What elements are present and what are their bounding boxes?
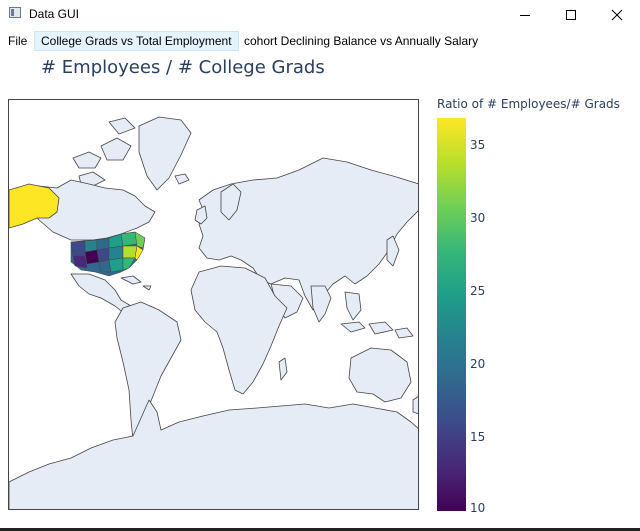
window-title: Data GUI [29,7,80,21]
title-bar: Data GUI [0,0,640,30]
maximize-button[interactable] [548,0,594,30]
tab-college-grads[interactable]: College Grads vs Total Employment [34,31,239,51]
close-button[interactable] [594,0,640,30]
maximize-icon [566,10,576,20]
colorbar [437,118,466,511]
new-zealand-shape [412,396,418,415]
iceland-shape [174,173,190,185]
india-shape [310,285,332,323]
scandinavia-shape [220,183,242,221]
close-icon [611,9,623,21]
minimize-icon [520,15,530,16]
usa-states [70,231,146,277]
world-map [9,116,418,509]
colorbar-tick: 20 [470,357,486,371]
indochina-shape [344,291,362,321]
tab-cohort-declining[interactable]: cohort Declining Balance vs Annually Sal… [244,34,479,48]
africa-shape [190,265,288,395]
greenland-shape [138,116,192,191]
colorbar-title: Ratio of # Employees/# Grads [437,97,620,111]
australia-shape [348,347,412,403]
window-bottom-border [0,528,640,531]
colorbar-tick: 10 [470,501,486,515]
indonesia-shape [340,321,414,339]
minimize-button[interactable] [502,0,548,30]
app-icon [9,7,21,18]
japan-shape [386,235,400,267]
colorbar-tick: 25 [470,284,486,298]
mexico-shape [70,273,132,315]
madagascar-shape [278,357,288,381]
menu-bar: File College Grads vs Total Employment c… [0,30,640,52]
colorbar-tick: 30 [470,211,486,225]
uk-shape [194,205,208,225]
colorbar-tick: 35 [470,138,486,152]
antarctica-shape [9,399,418,509]
eurasia-shape [198,157,418,311]
menu-file[interactable]: File [8,34,28,48]
choropleth-map[interactable] [8,99,419,510]
chart-title: # Employees / # College Grads [41,57,325,78]
colorbar-tick: 15 [470,430,486,444]
caribbean-shape [120,275,152,291]
alaska-shape [9,183,60,229]
arctic-islands-shape [72,117,136,187]
